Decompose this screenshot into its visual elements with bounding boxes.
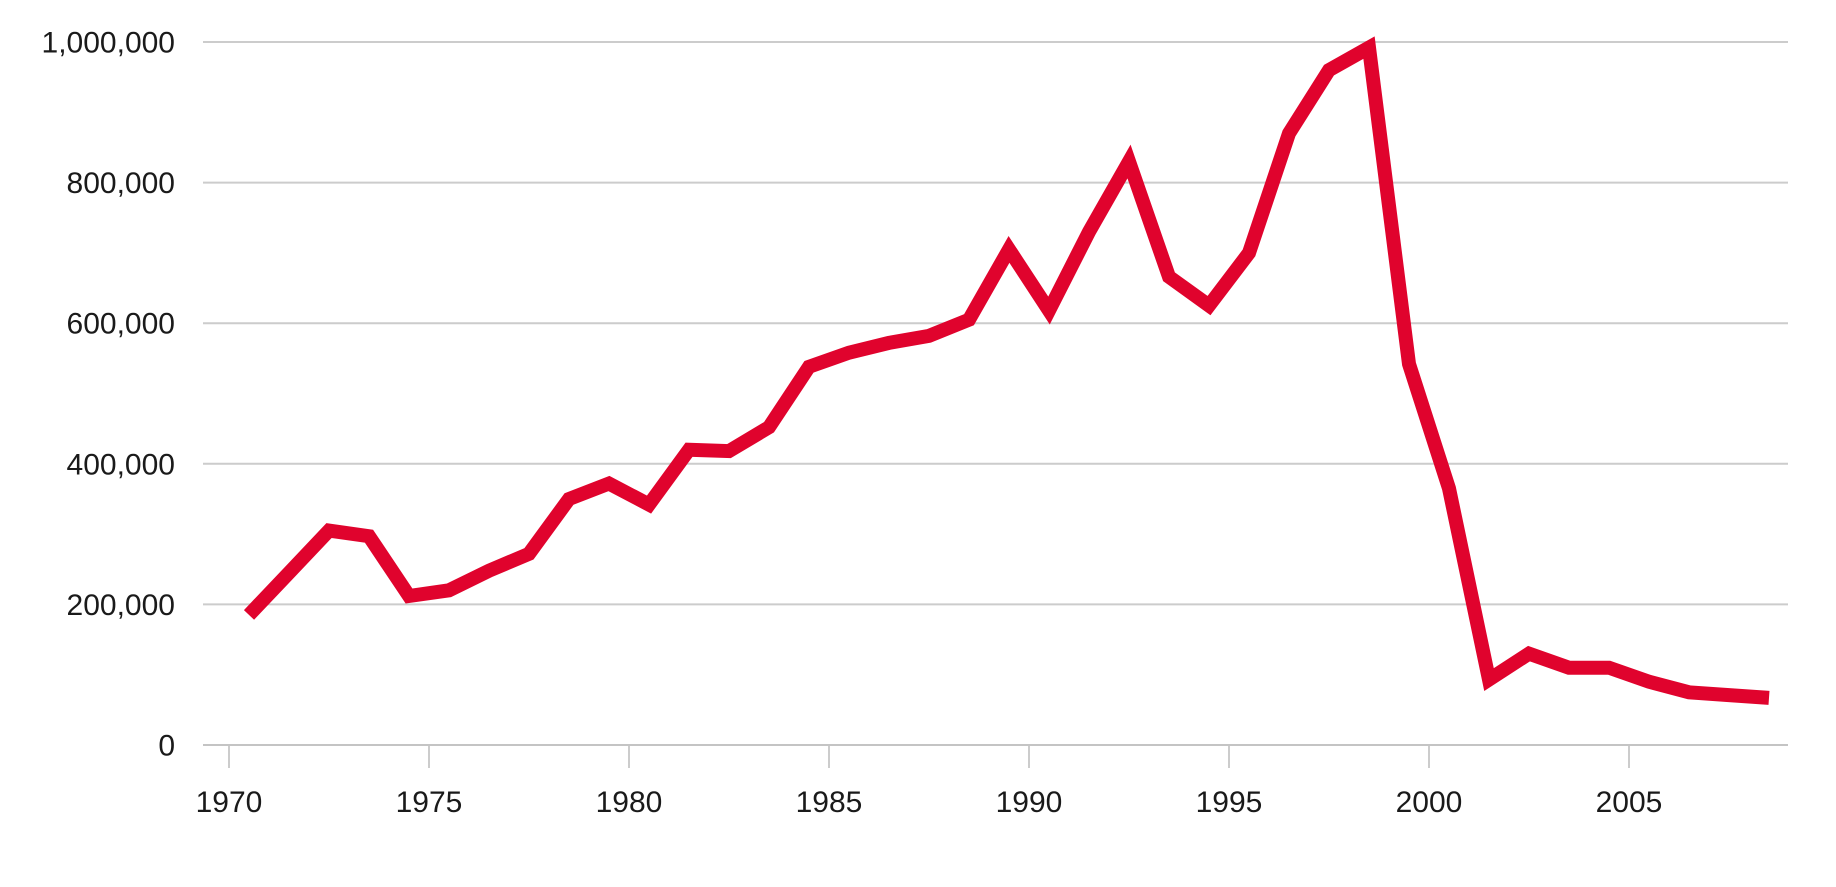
x-axis-tick-label: 1995 <box>1196 786 1263 819</box>
y-axis-tick-label: 200,000 <box>67 589 175 622</box>
x-axis-tick-label: 2000 <box>1396 786 1463 819</box>
data-line <box>243 36 1770 705</box>
x-axis-tick-label: 1990 <box>996 786 1063 819</box>
y-axis-tick-label: 600,000 <box>67 308 175 341</box>
x-axis-tick-label: 2005 <box>1596 786 1663 819</box>
y-axis-tick-label: 400,000 <box>67 448 175 481</box>
y-axis-tick-label: 0 <box>158 730 175 763</box>
x-axis-tick-label: 1975 <box>396 786 463 819</box>
y-axis-tick-label: 800,000 <box>67 167 175 200</box>
x-axis-tick-label: 1980 <box>596 786 663 819</box>
y-axis-tick-label: 1,000,000 <box>42 27 175 60</box>
x-axis-tick-label: 1985 <box>796 786 863 819</box>
x-axis-tick-label: 1970 <box>196 786 263 819</box>
